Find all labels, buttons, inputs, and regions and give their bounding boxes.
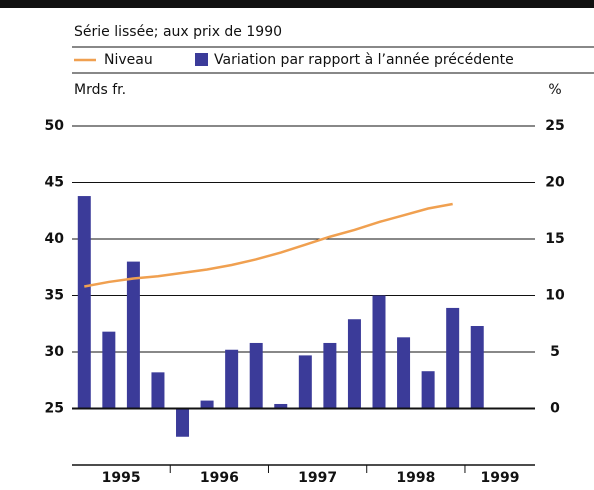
- y2-tick-label: 25: [545, 118, 564, 134]
- bar: [470, 326, 484, 409]
- header-bar: [0, 0, 594, 8]
- legend-label: Niveau: [104, 52, 153, 68]
- y-tick-label: 25: [45, 401, 64, 417]
- y2-axis-label: %: [548, 82, 561, 98]
- bar: [421, 371, 435, 409]
- bar: [274, 403, 288, 409]
- bar: [249, 342, 263, 409]
- subtitle: Série lissée; aux prix de 1990: [74, 24, 282, 40]
- bar: [323, 342, 337, 409]
- bar: [397, 337, 411, 409]
- bar: [446, 307, 460, 409]
- bar: [200, 400, 214, 409]
- y-tick-label: 40: [45, 231, 65, 247]
- bar: [102, 331, 116, 409]
- x-tick-label: 1997: [298, 470, 337, 486]
- y2-tick-label: 5: [550, 344, 560, 360]
- y-tick-label: 35: [45, 288, 64, 304]
- bar: [126, 261, 140, 409]
- legend-swatch: [195, 53, 208, 66]
- bar: [176, 408, 190, 437]
- bar: [225, 349, 239, 409]
- bar: [77, 196, 91, 409]
- bar: [372, 295, 386, 409]
- y2-tick-label: 0: [550, 401, 560, 417]
- x-tick-label: 1999: [480, 470, 519, 486]
- legend-label: Variation par rapport à l’année précéden…: [214, 52, 514, 68]
- bar: [298, 355, 312, 409]
- bar: [347, 319, 361, 409]
- line: [84, 202, 453, 288]
- x-tick-label: 1995: [102, 470, 141, 486]
- y-tick-label: 30: [45, 344, 65, 360]
- y-tick-label: 45: [45, 175, 64, 191]
- y2-tick-label: 10: [545, 288, 565, 304]
- y2-tick-label: 15: [545, 231, 564, 247]
- bar: [151, 372, 165, 409]
- y-axis-label: Mrds fr.: [74, 82, 126, 98]
- y-tick-label: 50: [45, 118, 65, 134]
- x-tick-label: 1996: [200, 470, 239, 486]
- y2-tick-label: 20: [545, 175, 565, 191]
- x-tick-label: 1998: [396, 470, 435, 486]
